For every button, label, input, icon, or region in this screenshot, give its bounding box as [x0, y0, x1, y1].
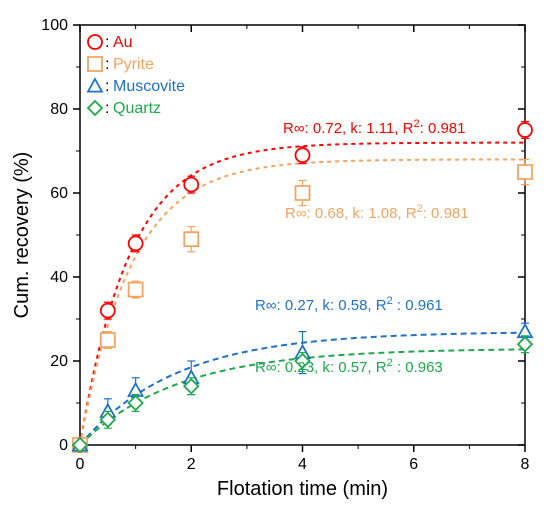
legend-label-au: Au	[113, 34, 133, 51]
ytick-label: 80	[50, 101, 68, 118]
legend-label-muscovite: Muscovite	[113, 78, 185, 95]
xtick-label: 8	[521, 456, 530, 473]
xtick-label: 2	[187, 456, 196, 473]
svg-text::: :	[105, 34, 109, 51]
xtick-label: 0	[76, 456, 85, 473]
svg-text::: :	[105, 56, 109, 73]
marker-au	[184, 178, 198, 192]
marker-au	[296, 148, 310, 162]
ytick-label: 20	[50, 353, 68, 370]
annotation-pyrite: R∞: 0.68, k: 1.08, R2: 0.981	[285, 203, 469, 222]
ytick-label: 0	[59, 437, 68, 454]
ytick-label: 100	[41, 17, 68, 34]
marker-au	[101, 304, 115, 318]
marker-au	[518, 123, 532, 137]
svg-text::: :	[105, 100, 109, 117]
marker-pyrite	[184, 232, 198, 246]
flotation-chart: 02468020406080100Flotation time (min)Cum…	[0, 0, 550, 515]
ytick-label: 60	[50, 185, 68, 202]
legend-label-quartz: Quartz	[113, 100, 161, 117]
annotation-quartz: R∞: 0.23, k: 0.57, R2 : 0.963	[255, 357, 443, 376]
legend-marker-au	[88, 35, 102, 49]
x-axis-label: Flotation time (min)	[217, 478, 388, 500]
svg-text::: :	[105, 78, 109, 95]
xtick-label: 6	[409, 456, 418, 473]
legend-marker-pyrite	[88, 57, 102, 71]
marker-pyrite	[129, 283, 143, 297]
xtick-label: 4	[298, 456, 307, 473]
legend-label-pyrite: Pyrite	[113, 56, 154, 73]
marker-pyrite	[101, 333, 115, 347]
marker-au	[129, 236, 143, 250]
ytick-label: 40	[50, 269, 68, 286]
marker-pyrite	[518, 165, 532, 179]
y-axis-label: Cum. recovery (%)	[11, 152, 33, 319]
marker-pyrite	[296, 186, 310, 200]
annotation-au: R∞: 0.72, k: 1.11, R2: 0.981	[283, 118, 465, 137]
chart-svg: 02468020406080100Flotation time (min)Cum…	[0, 0, 550, 515]
annotation-muscovite: R∞: 0.27, k: 0.58, R2 : 0.961	[255, 295, 443, 314]
